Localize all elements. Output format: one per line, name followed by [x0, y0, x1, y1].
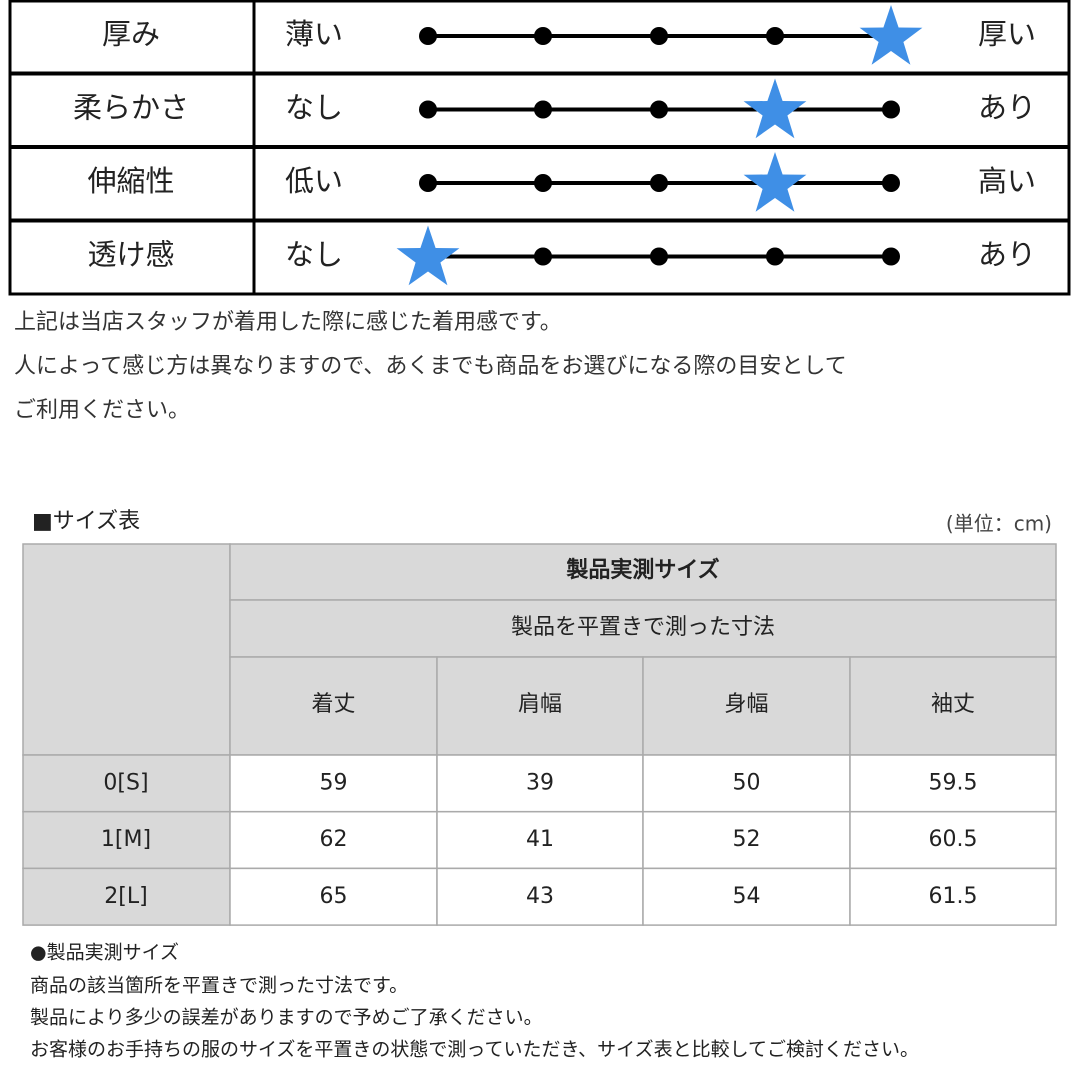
table-cell: [642, 867, 851, 926]
table-cell: [642, 656, 851, 756]
table-cell: [436, 754, 644, 813]
table-cell: [22, 810, 231, 870]
feel-note: ご利用ください。: [14, 398, 190, 423]
scale-dot: [534, 27, 552, 45]
scale-dot: [534, 100, 552, 119]
table-cell: [849, 867, 1057, 926]
feel-note: 人によって感じ方は異なりますので、あくまでも商品をお選びになる際の目安として: [14, 354, 847, 379]
table-cell: [229, 867, 438, 926]
notes-line: お客様のお手持ちの服のサイズを平置きの状態で測っていただき、サイズ表と比較してご…: [30, 1039, 919, 1061]
rating-star: [743, 152, 807, 212]
column-header: 身幅: [724, 692, 768, 717]
size-label: 1[M]: [101, 827, 151, 852]
table-cell: [436, 656, 644, 756]
size-value: 43: [526, 884, 554, 909]
notes-line: 製品により多少の誤差がありますので予めご了承ください。: [30, 1007, 543, 1029]
feel-high: あり: [978, 238, 1036, 272]
scale-dot: [882, 174, 900, 192]
size-value: 60.5: [929, 827, 978, 852]
feel-note: 上記は当店スタッフが着用した際に感じた着用感です。: [14, 310, 562, 335]
scale-dot: [534, 247, 552, 266]
size-value: 52: [733, 827, 761, 852]
table-cell: [436, 867, 644, 926]
notes-line: 商品の該当箇所を平置きで測った寸法です。: [30, 975, 408, 997]
rating-star: [743, 78, 807, 139]
feel-high: あり: [978, 91, 1036, 125]
feel-label: 伸縮性: [87, 164, 174, 198]
size-unit: (単位：cm): [946, 512, 1052, 536]
notes-heading: ●製品実測サイズ: [30, 942, 179, 964]
size-value: 59.5: [929, 770, 978, 795]
scale-dot: [650, 174, 668, 192]
scale-dot: [534, 174, 552, 192]
table-cell: [642, 810, 851, 870]
column-header: 肩幅: [518, 692, 562, 717]
size-value: 59: [320, 770, 348, 795]
scale-dot: [882, 100, 900, 119]
size-label: 2[L]: [104, 884, 147, 909]
table-subheader: 製品を平置きで測った寸法: [511, 615, 775, 640]
size-title: ■サイズ表: [32, 509, 140, 534]
scale-dot: [419, 27, 437, 45]
table-cell: [849, 754, 1057, 813]
scale-dot: [419, 174, 437, 192]
feel-low: 低い: [285, 164, 343, 198]
table-header: 製品実測サイズ: [565, 557, 719, 583]
size-value: 41: [526, 827, 554, 852]
table-cell: [849, 810, 1057, 870]
size-value: 50: [733, 770, 761, 795]
rating-star: [859, 5, 923, 65]
scale-dot: [419, 100, 437, 119]
table-cell: [22, 543, 231, 756]
table-cell: [436, 810, 644, 870]
scale-dot: [766, 247, 784, 266]
size-value: 54: [733, 884, 761, 909]
table-cell: [642, 754, 851, 813]
table-cell: [229, 599, 1057, 658]
rating-star: [396, 225, 460, 286]
size-value: 39: [526, 770, 554, 795]
scale-dot: [650, 27, 668, 45]
feel-label: 厚み: [102, 17, 160, 51]
feel-label: 柔らかさ: [73, 91, 189, 125]
feel-low: 薄い: [285, 17, 343, 51]
scale-dot: [650, 100, 668, 119]
table-cell: [229, 810, 438, 870]
size-label: 0[S]: [103, 770, 148, 795]
column-header: 着丈: [311, 692, 355, 717]
feel-high: 厚い: [978, 17, 1036, 51]
size-value: 61.5: [929, 884, 978, 909]
feel-low: なし: [285, 238, 343, 272]
scale-dot: [882, 247, 900, 266]
feel-label: 透け感: [87, 238, 174, 272]
feel-high: 高い: [978, 164, 1036, 198]
size-value: 65: [320, 884, 348, 909]
scale-dot: [766, 27, 784, 45]
size-value: 62: [320, 827, 348, 852]
column-header: 袖丈: [931, 692, 975, 717]
feel-low: なし: [285, 91, 343, 125]
table-cell: [229, 543, 1057, 601]
scale-dot: [650, 247, 668, 266]
